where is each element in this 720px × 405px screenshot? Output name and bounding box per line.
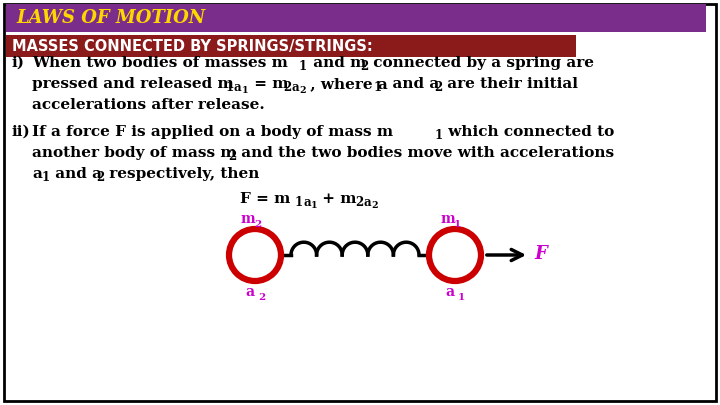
Text: 1: 1 <box>374 81 382 94</box>
Text: a: a <box>303 196 310 209</box>
Text: respectively, then: respectively, then <box>104 167 259 181</box>
Text: 2: 2 <box>258 293 265 302</box>
Text: m: m <box>441 212 456 226</box>
Text: If a force F is applied on a body of mass m: If a force F is applied on a body of mas… <box>32 125 393 139</box>
Text: 1: 1 <box>242 86 248 95</box>
Text: i): i) <box>12 56 25 70</box>
Text: 2: 2 <box>228 150 236 163</box>
Text: and the two bodies move with accelerations: and the two bodies move with acceleratio… <box>236 146 614 160</box>
Text: another body of mass m: another body of mass m <box>32 146 237 160</box>
Text: , where a: , where a <box>305 77 388 91</box>
Text: 2: 2 <box>299 86 305 95</box>
Text: accelerations after release.: accelerations after release. <box>32 98 265 112</box>
Text: which connected to: which connected to <box>443 125 614 139</box>
Text: MASSES CONNECTED BY SPRINGS/STRINGS:: MASSES CONNECTED BY SPRINGS/STRINGS: <box>12 38 373 53</box>
Text: 2: 2 <box>254 220 261 229</box>
Text: 1: 1 <box>295 196 303 209</box>
Text: 1: 1 <box>458 293 465 302</box>
Text: a: a <box>234 81 242 94</box>
Text: a: a <box>291 81 299 94</box>
Text: 2: 2 <box>96 171 104 184</box>
Text: When two bodies of masses m: When two bodies of masses m <box>32 56 288 70</box>
Bar <box>6 4 706 32</box>
Text: and a: and a <box>50 167 102 181</box>
Text: = m: = m <box>249 77 289 91</box>
Text: 1: 1 <box>226 81 234 94</box>
Text: 2: 2 <box>283 81 292 94</box>
Text: m: m <box>241 212 256 226</box>
Text: 2: 2 <box>434 81 442 94</box>
Text: F = m: F = m <box>240 192 290 206</box>
Text: 1: 1 <box>42 171 50 184</box>
Text: and a: and a <box>382 77 439 91</box>
Text: 2: 2 <box>355 196 364 209</box>
Text: LAWS OF MOTION: LAWS OF MOTION <box>16 9 205 27</box>
Text: pressed and released m: pressed and released m <box>32 77 234 91</box>
Text: a: a <box>245 285 254 299</box>
Text: are their initial: are their initial <box>442 77 578 91</box>
Text: a: a <box>363 196 371 209</box>
Bar <box>6 35 576 57</box>
Text: F: F <box>534 245 546 263</box>
Text: 1: 1 <box>311 201 318 210</box>
Circle shape <box>229 229 281 281</box>
Text: ii): ii) <box>12 125 31 139</box>
Text: 2: 2 <box>371 201 377 210</box>
Text: 1: 1 <box>299 60 307 73</box>
Circle shape <box>429 229 481 281</box>
Text: a: a <box>445 285 454 299</box>
Text: 2: 2 <box>360 60 368 73</box>
Text: + m: + m <box>317 192 356 206</box>
Text: and m: and m <box>308 56 366 70</box>
Text: 1: 1 <box>435 129 443 142</box>
Text: 1: 1 <box>454 220 462 229</box>
Text: a: a <box>32 167 42 181</box>
Text: connected by a spring are: connected by a spring are <box>368 56 594 70</box>
